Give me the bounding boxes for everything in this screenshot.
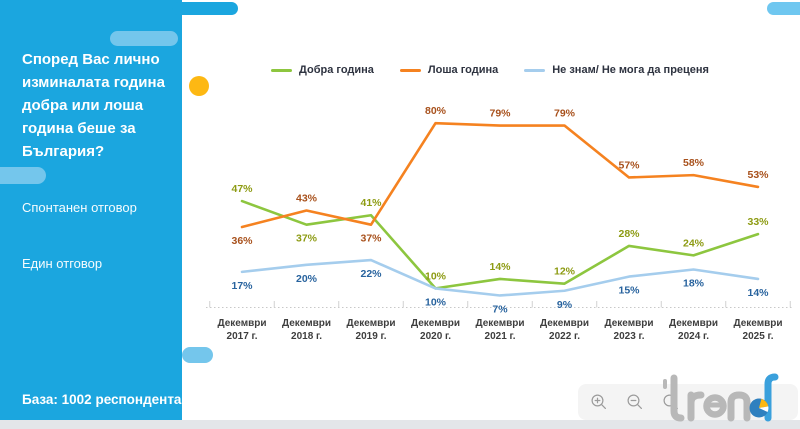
logo-pie-chart xyxy=(749,398,769,418)
data-label: 22% xyxy=(360,268,382,280)
legend-marker-icon xyxy=(524,68,546,72)
data-label: 41% xyxy=(360,197,382,209)
decorative-pill xyxy=(0,167,46,184)
chart-area: Декември 2017 г. Декември 2018 г. Декември 20… xyxy=(180,0,800,360)
data-label: 20% xyxy=(296,273,318,285)
x-axis-label: Декември 2019 г. xyxy=(346,318,395,342)
series-line-1 xyxy=(240,121,760,229)
question-title: Според Вас лично изминалата година добра… xyxy=(22,51,165,160)
data-label: 10% xyxy=(425,296,447,308)
legend-marker-icon xyxy=(271,68,293,72)
data-label: 33% xyxy=(747,216,769,228)
legend-label: Не знам/ Не мога да преценя xyxy=(552,64,709,76)
answer-count-note: Един отговор xyxy=(22,256,103,271)
x-axis-label: Декември 2023 г. xyxy=(604,318,653,342)
sidebar: Според Вас лично изминалата година добра… xyxy=(0,0,182,420)
x-axis-label: Декември 2020 г. xyxy=(411,318,460,342)
data-label: 43% xyxy=(296,193,318,205)
logo-letter-t xyxy=(670,374,685,422)
data-label: 12% xyxy=(554,266,576,278)
data-label: 37% xyxy=(360,233,382,245)
data-label: 28% xyxy=(618,228,640,240)
data-label: 24% xyxy=(683,237,705,249)
data-label: 53% xyxy=(747,169,769,181)
data-label: 15% xyxy=(618,285,640,297)
data-label: 36% xyxy=(231,235,253,247)
x-axis-label: Декември 2018 г. xyxy=(282,318,331,342)
data-label: 14% xyxy=(747,287,769,299)
zoom-in-icon[interactable] xyxy=(590,393,608,411)
data-label: 80% xyxy=(425,105,447,117)
bottom-strip xyxy=(0,420,800,429)
data-label: 79% xyxy=(489,108,511,120)
data-label: 18% xyxy=(683,278,705,290)
sample-base-label: База: 1002 респондента xyxy=(22,392,182,407)
answer-type-note: Спонтанен отговор xyxy=(22,200,137,215)
legend-label: Добра година xyxy=(299,64,374,76)
logo-letter-d-stem xyxy=(764,373,779,422)
series-line-2 xyxy=(240,258,760,297)
x-axis-label: Декември 2022 г. xyxy=(540,318,589,342)
decorative-pill xyxy=(172,2,238,15)
decorative-pill xyxy=(110,31,178,46)
legend-item-1[interactable]: Лоша година xyxy=(399,64,499,76)
x-axis-label: Декември 2021 г. xyxy=(475,318,524,342)
x-axis-label: Декември 2025 г. xyxy=(733,318,782,342)
trend-logo xyxy=(663,373,779,422)
data-label: 58% xyxy=(683,157,705,169)
data-label: 79% xyxy=(554,108,576,120)
legend-item-0[interactable]: Добра година xyxy=(271,64,374,76)
logo-letter-n xyxy=(727,391,751,422)
data-label: 9% xyxy=(557,299,573,311)
data-label: 7% xyxy=(492,303,508,315)
data-label: 37% xyxy=(296,233,318,245)
line-chart: Декември 2017 г. Декември 2018 г. Декември 20… xyxy=(206,105,793,342)
decorative-pill xyxy=(767,2,800,15)
data-label: 47% xyxy=(231,183,253,195)
decorative-yellow-dot xyxy=(189,76,209,96)
legend-marker-icon xyxy=(399,68,421,72)
data-label: 17% xyxy=(231,280,253,292)
legend-label: Лоша година xyxy=(427,64,499,76)
data-label: 10% xyxy=(425,270,447,282)
zoom-out-icon[interactable] xyxy=(626,393,644,411)
data-label: 57% xyxy=(618,159,640,171)
x-axis-label: Декември 2017 г. xyxy=(217,318,266,342)
decorative-pill xyxy=(182,347,213,363)
legend-item-2[interactable]: Не знам/ Не мога да преценя xyxy=(524,64,709,76)
data-label: 14% xyxy=(489,261,511,273)
series-line-0 xyxy=(240,199,760,290)
chart-legend: Добра година Лоша година Не знам/ Не мога … xyxy=(180,64,800,76)
x-axis-label: Декември 2024 г. xyxy=(669,318,718,342)
logo-letter-r xyxy=(687,391,705,422)
